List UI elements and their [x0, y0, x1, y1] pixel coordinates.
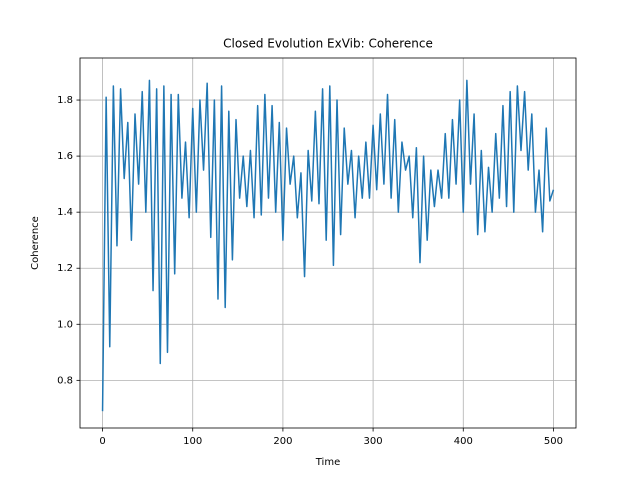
chart-title: Closed Evolution ExVib: Coherence	[223, 37, 433, 51]
y-tick-label: 1.6	[57, 151, 73, 162]
y-tick-label: 1.4	[57, 207, 73, 218]
x-tick-label: 200	[273, 436, 292, 447]
y-tick-label: 1.8	[57, 95, 73, 106]
y-tick-label: 0.8	[57, 375, 73, 386]
data-line	[101, 79, 555, 412]
x-tick-label: 0	[99, 436, 105, 447]
x-tick-label: 100	[183, 436, 202, 447]
x-tick-label: 500	[544, 436, 563, 447]
y-tick-label: 1.2	[57, 263, 73, 274]
x-tick-label: 400	[454, 436, 473, 447]
y-axis-label: Coherence	[30, 216, 41, 270]
y-tick-label: 1.0	[57, 319, 73, 330]
plot-frame	[79, 57, 577, 429]
x-tick-label: 300	[364, 436, 383, 447]
x-axis-label: Time	[315, 457, 340, 468]
